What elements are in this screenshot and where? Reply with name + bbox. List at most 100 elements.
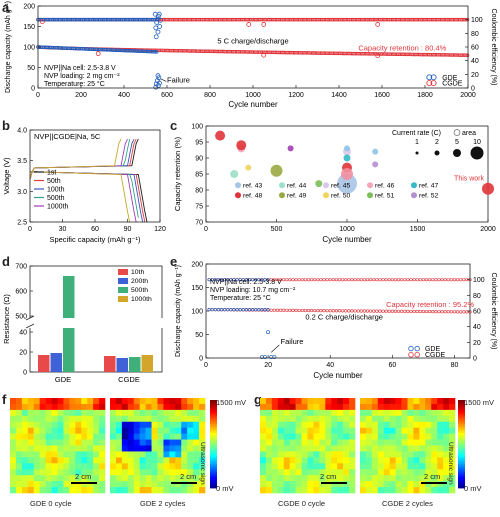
heatmap-cell: [319, 433, 326, 440]
heatmap-cell: [93, 403, 100, 411]
retention-point: [236, 140, 247, 151]
heatmap-cell: [265, 475, 273, 482]
heatmap-cell: [425, 445, 432, 452]
heatmap-cell: [163, 403, 170, 411]
gde-ce-point: [232, 278, 236, 282]
colorbar-segment: [210, 444, 217, 447]
colorbar-segment: [458, 468, 465, 471]
scale-f-right: 2 cm: [180, 472, 197, 481]
heatmap-cell: [449, 463, 456, 470]
panel-letter-c: c: [170, 118, 178, 133]
heatmap-cell: [121, 433, 129, 440]
heatmap-cell: [265, 421, 273, 428]
heatmap-cell: [139, 403, 146, 411]
heatmap-cell: [413, 451, 420, 458]
cgde-ce-point: [421, 278, 426, 282]
heatmap-cell: [45, 439, 52, 446]
cgde-ce-point: [431, 278, 435, 282]
heatmap-cell: [45, 421, 52, 428]
cgde-capacity-point: [322, 309, 326, 313]
cgde-ce-point: [322, 278, 326, 282]
heatmap-cell: [175, 481, 182, 488]
heatmap-cell: [39, 469, 46, 476]
gde-ce-point: [260, 278, 264, 282]
heatmap-cell: [63, 463, 70, 470]
heatmap-cell: [169, 481, 176, 488]
gde-ce-point: [244, 278, 248, 282]
cgde-capacity-point: [459, 310, 463, 314]
heatmap-cell: [181, 475, 188, 482]
heatmap-cell: [193, 451, 200, 458]
heatmap-cell: [163, 427, 170, 434]
cgde-ce-point: [291, 278, 295, 282]
heatmap-cell: [110, 403, 117, 411]
heatmap-cell: [449, 415, 456, 423]
heatmap-cell: [277, 469, 285, 476]
heatmap-cell: [419, 415, 426, 423]
heatmap-cell: [10, 415, 17, 423]
heatmap-cell: [343, 475, 350, 482]
cgde-ce-point: [403, 278, 407, 282]
gde-capacity-point: [241, 307, 245, 312]
heatmap-cell: [260, 445, 267, 452]
gde-ce-point: [241, 278, 245, 282]
heatmap-cell: [93, 481, 100, 488]
image-panel-g: CGDE 0 cycle CGDE 2 cycles 1500 mV 0 mV …: [254, 392, 500, 512]
cgde-capacity-point: [443, 310, 447, 314]
heatmap-cell: [181, 481, 188, 488]
heatmap-cell: [277, 433, 285, 440]
heatmap-cell: [343, 451, 350, 458]
gde-ce-point: [229, 278, 233, 282]
heatmap-cell: [99, 433, 106, 440]
heatmap-cell: [87, 451, 94, 458]
heatmap-cell: [289, 427, 296, 434]
retention-point: [287, 145, 294, 152]
heatmap-cell: [10, 409, 17, 417]
heatmap-cell: [127, 415, 135, 423]
x-axis-label: Cycle number: [322, 235, 372, 244]
heatmap-cell: [157, 457, 164, 464]
cgde-capacity-point: [316, 308, 320, 313]
heatmap-cell: [187, 415, 194, 423]
cgde-capacity-point: [306, 308, 311, 313]
heatmap-cell: [63, 439, 70, 446]
heatmap-cell: [277, 415, 285, 423]
heatmap-cell: [193, 409, 200, 417]
heatmap-cell: [413, 445, 420, 452]
heatmap-cell: [283, 487, 290, 494]
heatmap-cell: [10, 451, 17, 458]
cgde-capacity-point: [424, 309, 429, 314]
heatmap-cell: [325, 487, 332, 494]
heatmap-cell: [283, 481, 290, 488]
cgde-ce-point: [288, 278, 292, 282]
heatmap-cell: [39, 445, 46, 452]
heatmap-cell: [133, 475, 140, 482]
heatmap-cell: [63, 481, 70, 488]
heatmap-cell: [307, 451, 314, 458]
legend-ref-marker: [279, 192, 285, 199]
heatmap-cell: [425, 415, 432, 423]
heatmap-cell: [283, 451, 290, 458]
heatmap-cell: [449, 403, 456, 411]
heatmap-cell: [115, 433, 123, 440]
heatmap-cell: [181, 451, 188, 458]
heatmap-cell: [331, 487, 338, 494]
heatmap-cell: [331, 481, 338, 488]
heatmap-cell: [93, 463, 100, 470]
colorbar-segment: [458, 417, 465, 421]
heatmap-cell: [260, 457, 267, 464]
heatmap-cell: [371, 409, 379, 417]
heatmap-cell: [145, 445, 152, 452]
heatmap-cell: [63, 421, 70, 428]
y2-axis-label: Coulombic efficiency (%): [490, 273, 497, 350]
heatmap-cell: [265, 403, 273, 411]
heatmap-cell: [75, 487, 82, 494]
heatmap-cell: [360, 481, 367, 488]
y2-tick-label: 0: [473, 356, 477, 363]
heatmap-cell: [365, 463, 373, 470]
colorbar-segment: [210, 437, 217, 440]
heatmap-cell: [39, 475, 46, 482]
bar-10th-CGDE: [104, 356, 116, 372]
heatmap-cell: [157, 481, 164, 488]
heatmap-cell: [319, 403, 326, 411]
